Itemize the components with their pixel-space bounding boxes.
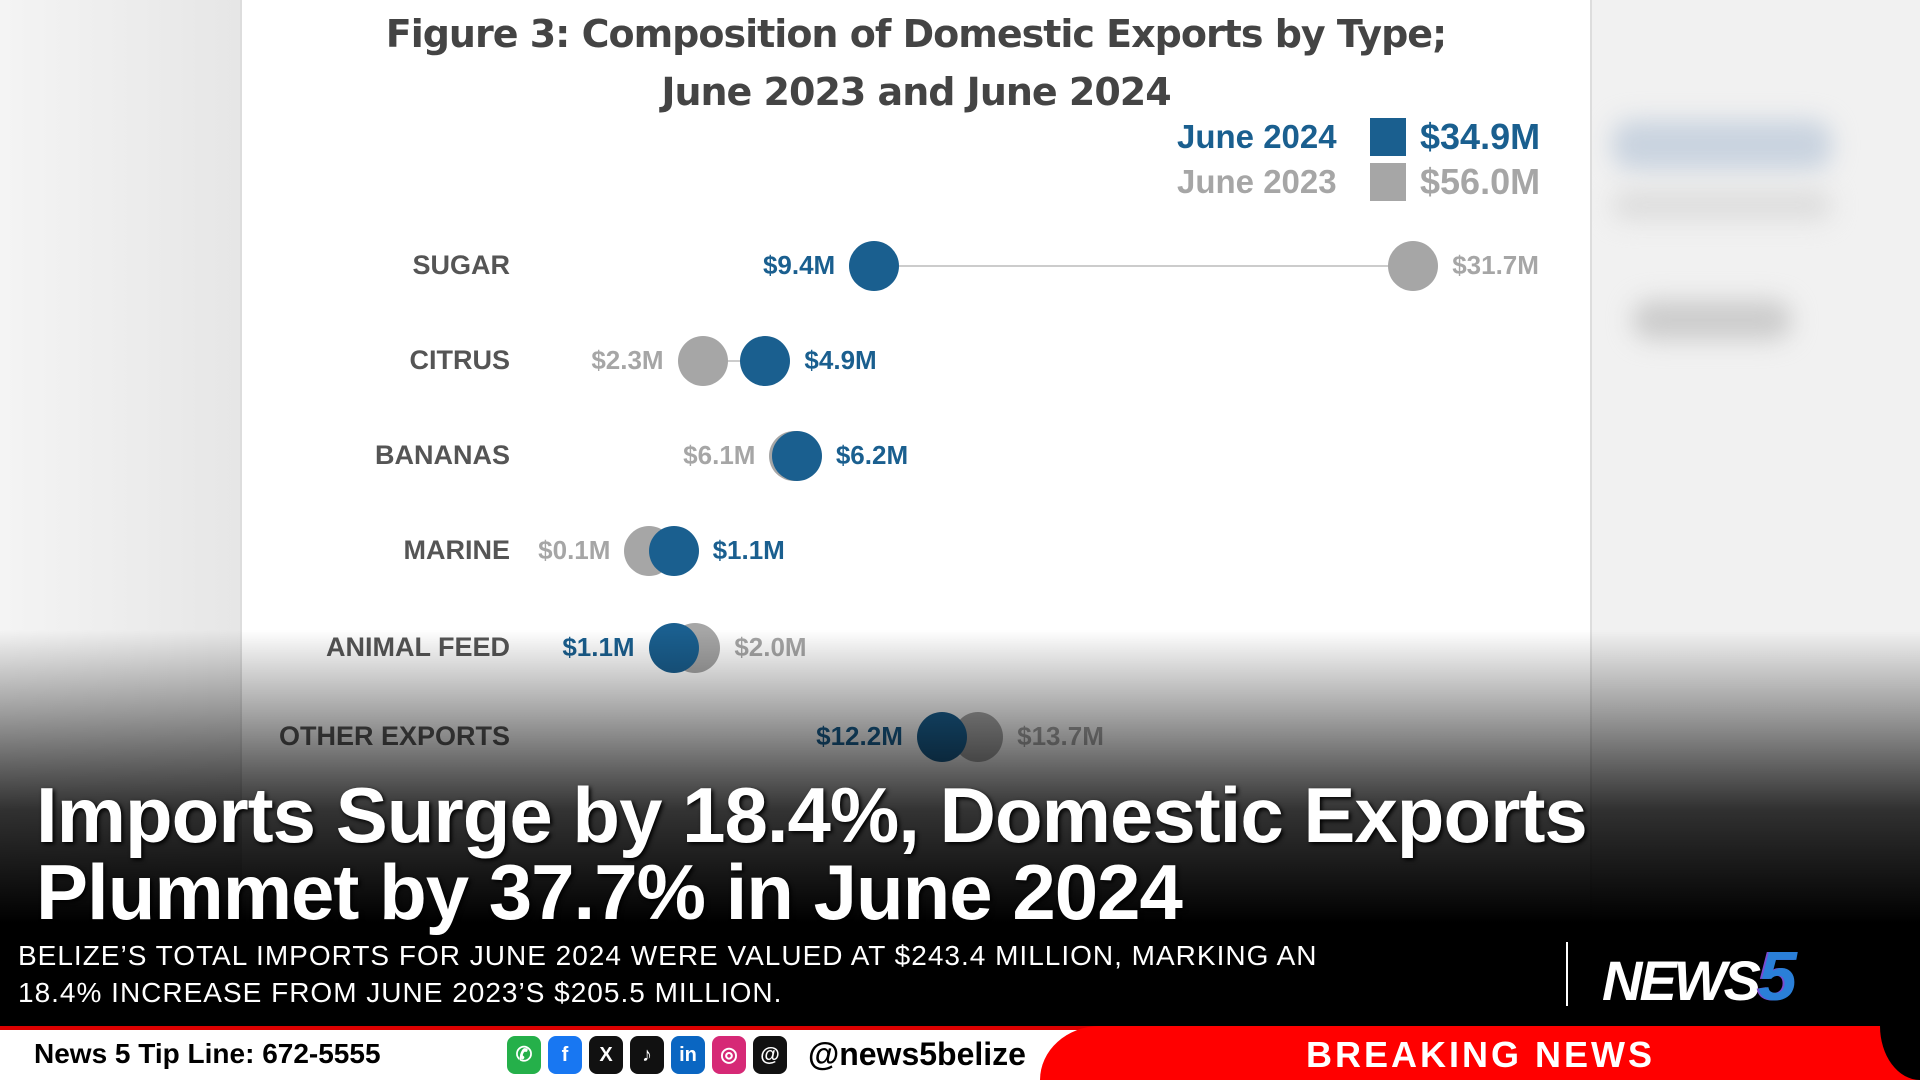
chart-title-line2: June 2023 and June 2024 (661, 70, 1171, 114)
blurred-element (1632, 300, 1792, 340)
blurred-element (1612, 190, 1832, 220)
tip-line: News 5 Tip Line: 672-5555 (34, 1038, 381, 1069)
headline-line1: Imports Surge by 18.4%, Domestic Exports (36, 771, 1588, 859)
x-icon[interactable]: X (589, 1036, 623, 1074)
whatsapp-icon[interactable]: ✆ (507, 1036, 541, 1074)
chart-title-line1: Figure 3: Composition of Domestic Export… (385, 12, 1448, 56)
legend-swatch-2024 (1370, 118, 1406, 156)
dot-2024 (648, 526, 699, 576)
category-label: CITRUS (409, 345, 511, 375)
subtitle-line1: BELIZE’S TOTAL IMPORTS FOR JUNE 2024 WER… (18, 940, 1318, 971)
instagram-icon[interactable]: ◎ (712, 1036, 746, 1074)
legend-swatch-2023 (1370, 163, 1406, 201)
headline-line2: Plummet by 37.7% in June 2024 (36, 848, 1183, 936)
connector-line (702, 360, 766, 362)
value-label-2024: $1.1M (712, 535, 785, 565)
legend-total-2024: $34.9M (1420, 116, 1541, 157)
value-label-2024: $4.9M (804, 345, 877, 375)
logo-text: NEWS (1602, 949, 1761, 1012)
value-label-2023: $6.1M (683, 440, 756, 470)
value-label-2024: $6.2M (835, 440, 909, 470)
category-label: MARINE (403, 535, 511, 565)
legend-label-2024: June 2024 (1177, 118, 1337, 155)
divider (1566, 942, 1568, 1006)
connector-line (874, 265, 1414, 267)
legend-total-2023: $56.0M (1420, 161, 1541, 202)
linkedin-icon[interactable]: in (671, 1036, 705, 1074)
value-label-2023: $0.1M (538, 535, 611, 565)
logo-number: 5 (1758, 937, 1797, 1015)
breaking-news-label: BREAKING NEWS (1306, 1034, 1656, 1075)
dot-2024 (740, 336, 791, 386)
category-label: BANANAS (375, 440, 510, 470)
threads-icon[interactable]: @ (753, 1036, 787, 1074)
subtitle-line2: 18.4% INCREASE FROM JUNE 2023’S $205.5 M… (18, 977, 783, 1008)
legend-label-2023: June 2023 (1177, 163, 1337, 200)
social-handle: @news5belize (808, 1036, 1026, 1072)
value-label-2023: $2.3M (591, 345, 664, 375)
tiktok-icon[interactable]: ♪ (630, 1036, 664, 1074)
breaking-news-banner (1040, 1026, 1920, 1080)
dot-2024 (771, 431, 822, 481)
category-label: SUGAR (412, 250, 510, 280)
dot-2023 (677, 336, 728, 386)
news5-logo: NEWS5 (1602, 936, 1797, 1016)
blurred-element (1612, 120, 1832, 170)
facebook-icon[interactable]: f (548, 1036, 582, 1074)
lower-third-gradient (0, 630, 1920, 1080)
dot-2023 (1388, 241, 1439, 291)
value-label-2023: $31.7M (1452, 250, 1539, 280)
dot-2024 (849, 241, 900, 291)
value-label-2024: $9.4M (762, 250, 836, 280)
